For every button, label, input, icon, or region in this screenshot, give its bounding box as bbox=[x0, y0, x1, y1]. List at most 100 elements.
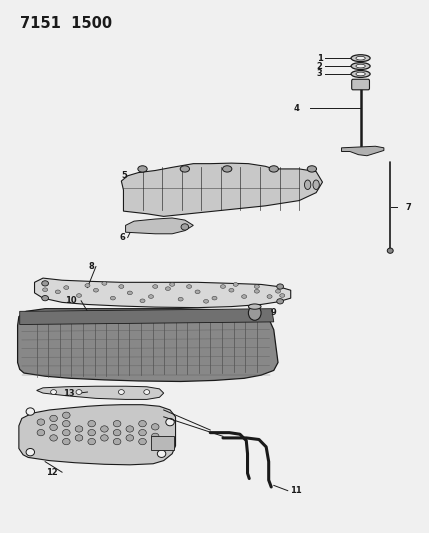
Ellipse shape bbox=[42, 281, 48, 286]
Ellipse shape bbox=[254, 289, 260, 293]
Text: 7151  1500: 7151 1500 bbox=[20, 16, 112, 31]
Ellipse shape bbox=[351, 55, 370, 62]
Ellipse shape bbox=[269, 166, 278, 172]
Ellipse shape bbox=[138, 166, 147, 172]
Ellipse shape bbox=[110, 296, 115, 300]
Polygon shape bbox=[35, 278, 291, 308]
Ellipse shape bbox=[166, 287, 170, 290]
Polygon shape bbox=[151, 437, 174, 450]
Ellipse shape bbox=[139, 430, 146, 436]
Ellipse shape bbox=[351, 70, 370, 77]
Ellipse shape bbox=[63, 412, 70, 418]
Ellipse shape bbox=[126, 426, 133, 432]
Ellipse shape bbox=[169, 282, 175, 286]
Ellipse shape bbox=[267, 295, 272, 298]
Ellipse shape bbox=[221, 285, 226, 288]
Ellipse shape bbox=[75, 435, 83, 441]
Ellipse shape bbox=[151, 433, 159, 440]
Ellipse shape bbox=[242, 295, 247, 298]
Ellipse shape bbox=[63, 421, 70, 427]
Ellipse shape bbox=[157, 450, 166, 457]
Ellipse shape bbox=[277, 284, 284, 289]
Ellipse shape bbox=[100, 435, 108, 441]
Ellipse shape bbox=[212, 296, 217, 300]
Ellipse shape bbox=[139, 421, 146, 427]
Text: 5: 5 bbox=[122, 171, 128, 180]
Text: 8: 8 bbox=[88, 262, 94, 271]
Ellipse shape bbox=[181, 224, 189, 230]
Polygon shape bbox=[18, 309, 278, 382]
Ellipse shape bbox=[113, 421, 121, 427]
Ellipse shape bbox=[55, 290, 60, 294]
Ellipse shape bbox=[356, 56, 365, 60]
Ellipse shape bbox=[63, 430, 70, 436]
Ellipse shape bbox=[144, 390, 150, 394]
Polygon shape bbox=[19, 405, 175, 465]
Polygon shape bbox=[121, 163, 323, 216]
Ellipse shape bbox=[100, 426, 108, 432]
Ellipse shape bbox=[203, 300, 208, 303]
Ellipse shape bbox=[223, 166, 232, 172]
Text: 6: 6 bbox=[120, 233, 126, 242]
Ellipse shape bbox=[50, 424, 57, 431]
Ellipse shape bbox=[356, 72, 365, 76]
Ellipse shape bbox=[64, 286, 69, 289]
Text: 12: 12 bbox=[46, 467, 58, 477]
Ellipse shape bbox=[178, 297, 183, 301]
Polygon shape bbox=[126, 218, 193, 234]
Ellipse shape bbox=[42, 288, 48, 292]
Polygon shape bbox=[20, 309, 274, 325]
Ellipse shape bbox=[119, 285, 124, 288]
Ellipse shape bbox=[151, 424, 159, 430]
Ellipse shape bbox=[351, 63, 370, 69]
Ellipse shape bbox=[139, 439, 146, 445]
Ellipse shape bbox=[233, 282, 238, 286]
Text: 13: 13 bbox=[63, 389, 75, 398]
Ellipse shape bbox=[102, 281, 107, 285]
Ellipse shape bbox=[148, 295, 154, 298]
Ellipse shape bbox=[140, 299, 145, 303]
Text: 9: 9 bbox=[270, 308, 276, 317]
Ellipse shape bbox=[50, 415, 57, 422]
Ellipse shape bbox=[180, 166, 190, 172]
Text: 4: 4 bbox=[293, 104, 299, 113]
Ellipse shape bbox=[387, 248, 393, 253]
Ellipse shape bbox=[88, 439, 96, 445]
Polygon shape bbox=[341, 146, 384, 156]
Ellipse shape bbox=[75, 426, 83, 432]
Ellipse shape bbox=[76, 294, 82, 297]
Ellipse shape bbox=[113, 439, 121, 445]
Ellipse shape bbox=[248, 305, 261, 320]
Ellipse shape bbox=[50, 435, 57, 441]
Ellipse shape bbox=[187, 285, 192, 288]
Ellipse shape bbox=[26, 408, 35, 415]
Ellipse shape bbox=[26, 448, 35, 456]
Polygon shape bbox=[36, 386, 164, 399]
Ellipse shape bbox=[94, 288, 99, 292]
Ellipse shape bbox=[254, 285, 260, 288]
Ellipse shape bbox=[51, 390, 57, 394]
Text: 2: 2 bbox=[317, 62, 323, 70]
Ellipse shape bbox=[195, 290, 200, 294]
Text: 7: 7 bbox=[405, 203, 411, 212]
Ellipse shape bbox=[42, 295, 48, 301]
Ellipse shape bbox=[305, 180, 311, 190]
Text: 11: 11 bbox=[290, 486, 302, 495]
Ellipse shape bbox=[280, 294, 285, 297]
Ellipse shape bbox=[229, 288, 234, 292]
Text: 10: 10 bbox=[65, 296, 77, 305]
Text: 3: 3 bbox=[317, 69, 323, 78]
Ellipse shape bbox=[313, 180, 319, 190]
Ellipse shape bbox=[248, 304, 261, 309]
Ellipse shape bbox=[76, 390, 82, 394]
Ellipse shape bbox=[356, 64, 365, 68]
Ellipse shape bbox=[113, 430, 121, 436]
Ellipse shape bbox=[127, 291, 133, 295]
Ellipse shape bbox=[63, 439, 70, 445]
Ellipse shape bbox=[37, 430, 45, 436]
Ellipse shape bbox=[118, 390, 124, 394]
Ellipse shape bbox=[166, 418, 174, 426]
Ellipse shape bbox=[126, 435, 133, 441]
Ellipse shape bbox=[307, 166, 317, 172]
Text: 1: 1 bbox=[317, 54, 323, 63]
